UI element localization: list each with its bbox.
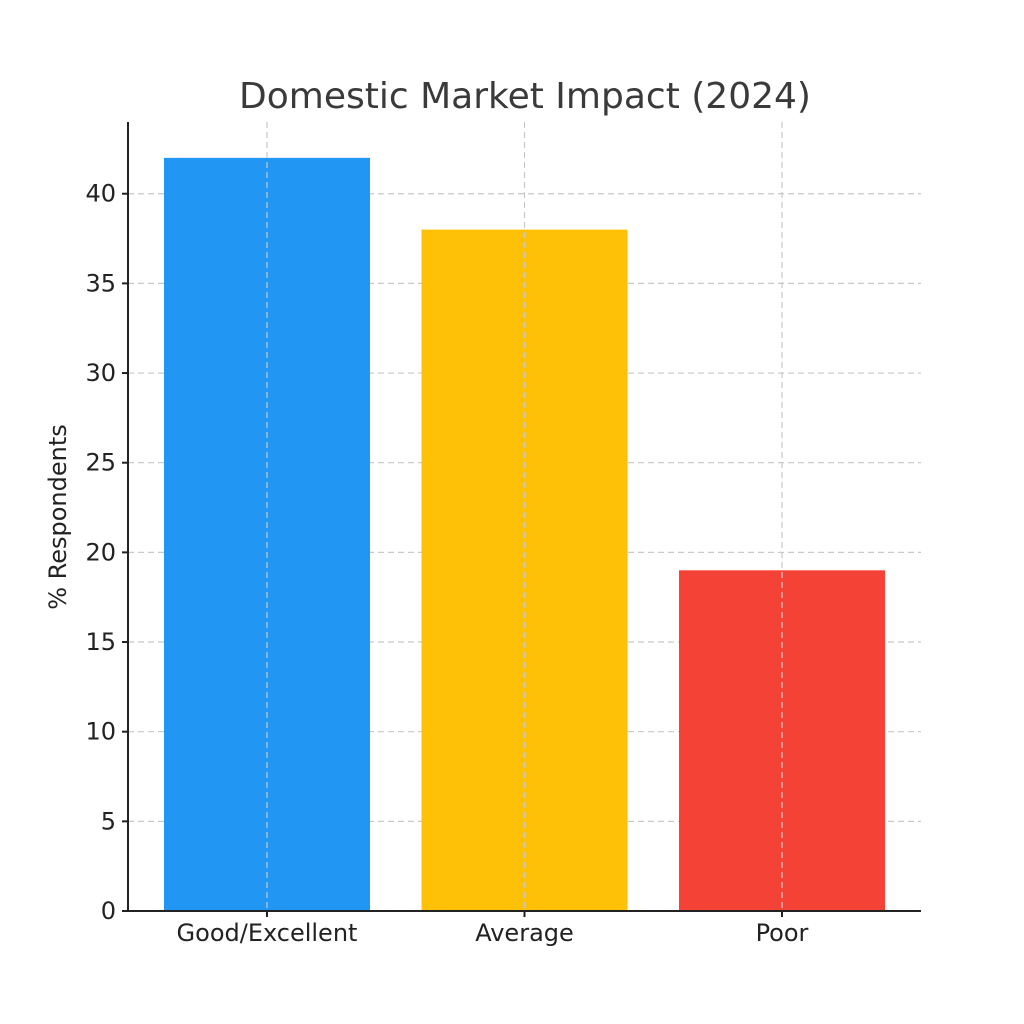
y-tick-label: 10: [85, 718, 116, 746]
y-tick-label: 40: [85, 180, 116, 208]
bar-poor: [679, 570, 885, 911]
x-tick-label: Poor: [756, 919, 809, 947]
x-tick-label: Good/Excellent: [177, 919, 358, 947]
bar-average: [421, 229, 628, 911]
y-tick-label: 15: [85, 628, 116, 656]
y-tick-label: 25: [85, 449, 116, 477]
vertical-grid-layer: [266, 122, 783, 911]
x-tick-label: Average: [475, 919, 574, 947]
chart-title: Domestic Market Impact (2024): [239, 76, 811, 117]
x-tick-labels: Good/Excellent Average Poor: [177, 911, 809, 947]
y-axis-label: % Respondents: [44, 424, 72, 610]
y-tick-label: 5: [101, 807, 116, 835]
y-tick-label: 20: [85, 538, 116, 566]
y-tick-label: 35: [85, 269, 116, 297]
y-tick-labels: 0 5 10 15 20 25 30 35 40: [85, 180, 128, 925]
y-tick-label: 30: [85, 359, 116, 387]
y-tick-label: 0: [101, 897, 116, 925]
